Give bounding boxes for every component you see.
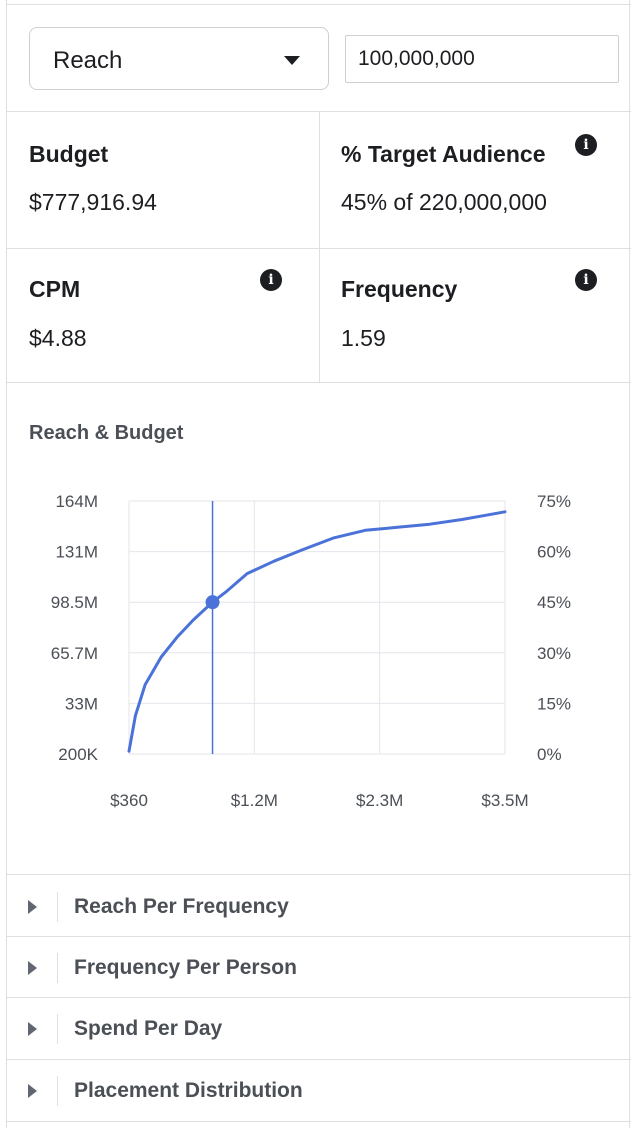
x-axis-tick-label: $1.2M bbox=[231, 791, 278, 810]
accordion-spend-per-day[interactable]: Spend Per Day bbox=[7, 998, 631, 1059]
metric-dropdown-label: Reach bbox=[53, 47, 123, 74]
y-axis-left-tick-label: 200K bbox=[58, 745, 98, 764]
chart-title: Reach & Budget bbox=[29, 422, 184, 444]
y-axis-right-tick-label: 60% bbox=[537, 543, 571, 562]
separator bbox=[57, 892, 58, 922]
reach-series-line bbox=[127, 510, 507, 753]
x-axis-tick-label: $3.5M bbox=[481, 791, 528, 810]
budget-label: Budget bbox=[29, 141, 109, 167]
divider bbox=[7, 111, 631, 112]
triangle-right-icon bbox=[28, 961, 37, 975]
y-axis-left-tick-label: 98.5M bbox=[51, 593, 98, 612]
metric-dropdown[interactable]: Reach bbox=[29, 27, 329, 90]
y-axis-right-tick-label: 15% bbox=[537, 694, 571, 713]
x-axis-tick-label: $2.3M bbox=[356, 791, 403, 810]
separator bbox=[57, 1076, 58, 1106]
accordion-label: Reach Per Frequency bbox=[74, 895, 289, 918]
info-icon[interactable]: i bbox=[260, 269, 282, 291]
info-icon[interactable]: i bbox=[575, 269, 597, 291]
y-axis-right-tick-label: 75% bbox=[537, 492, 571, 511]
budget-value: $777,916.94 bbox=[29, 189, 157, 215]
accordion-reach-per-frequency[interactable]: Reach Per Frequency bbox=[7, 876, 631, 937]
reach-amount-input[interactable] bbox=[345, 35, 619, 83]
info-icon[interactable]: i bbox=[575, 134, 597, 156]
frequency-label: Frequency bbox=[341, 276, 458, 302]
reach-estimate-panel: Reach Budget $777,916.94 % Target Audien… bbox=[6, 0, 631, 1128]
target-audience-label: % Target Audience bbox=[341, 141, 546, 167]
triangle-right-icon bbox=[28, 900, 37, 914]
divider bbox=[7, 1121, 631, 1122]
divider bbox=[7, 382, 631, 383]
divider bbox=[7, 997, 631, 998]
cpm-value: $4.88 bbox=[29, 325, 87, 351]
y-axis-right-tick-label: 30% bbox=[537, 644, 571, 663]
top-border bbox=[7, 0, 631, 5]
y-axis-right-tick-label: 0% bbox=[537, 745, 562, 764]
accordion-frequency-per-person[interactable]: Frequency Per Person bbox=[7, 937, 631, 998]
frequency-value: 1.59 bbox=[341, 325, 386, 351]
cpm-label: CPM bbox=[29, 276, 81, 302]
divider-vertical bbox=[319, 112, 320, 382]
marker-point bbox=[205, 595, 220, 610]
accordion-label: Placement Distribution bbox=[74, 1079, 303, 1102]
y-axis-right-tick-label: 45% bbox=[537, 593, 571, 612]
separator bbox=[57, 953, 58, 983]
separator bbox=[57, 1014, 58, 1044]
x-axis-tick-label: $360 bbox=[110, 791, 148, 810]
accordion-placement-distribution[interactable]: Placement Distribution bbox=[7, 1060, 631, 1121]
y-axis-left-tick-label: 164M bbox=[55, 492, 98, 511]
divider bbox=[7, 248, 631, 249]
reach-budget-chart: 164M 75% 131M 60% 98.5M 45% 65.7M 30% 33M 15% 200K… bbox=[51, 492, 571, 810]
y-axis-left-tick-label: 131M bbox=[55, 543, 98, 562]
caret-down-icon bbox=[284, 56, 300, 65]
y-axis-left-tick-label: 33M bbox=[65, 694, 98, 713]
divider bbox=[7, 1059, 631, 1060]
accordion-label: Frequency Per Person bbox=[74, 956, 297, 979]
triangle-right-icon bbox=[28, 1022, 37, 1036]
divider bbox=[7, 874, 631, 875]
triangle-right-icon bbox=[28, 1084, 37, 1098]
divider bbox=[7, 936, 631, 937]
target-audience-value: 45% of 220,000,000 bbox=[341, 189, 547, 215]
y-axis-left-tick-label: 65.7M bbox=[51, 644, 98, 663]
accordion-label: Spend Per Day bbox=[74, 1017, 223, 1040]
